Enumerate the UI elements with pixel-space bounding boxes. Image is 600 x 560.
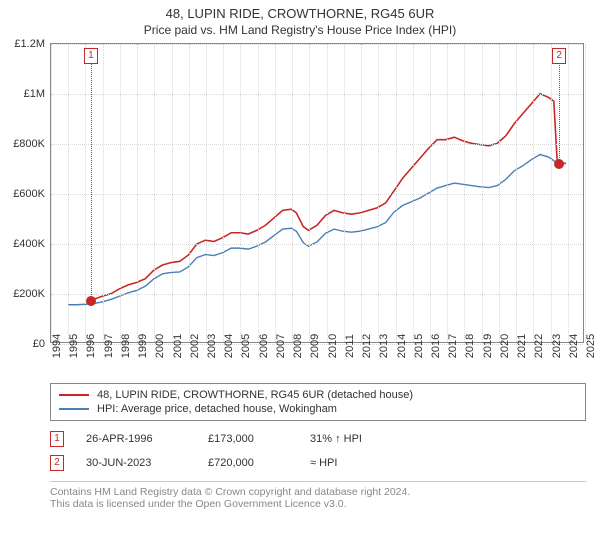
chart-lines — [51, 44, 583, 342]
x-axis-label: 1995 — [68, 334, 80, 358]
x-axis-label: 2004 — [223, 334, 235, 358]
tx-marker: 1 — [50, 431, 64, 447]
x-axis-label: 1996 — [85, 334, 97, 358]
x-axis-label: 2001 — [172, 334, 184, 358]
price-chart: £0£200K£400K£600K£800K£1M£1.2M1994199519… — [50, 43, 584, 343]
y-axis-label: £1M — [24, 88, 45, 100]
tx-marker: 2 — [50, 455, 64, 471]
x-axis-label: 2009 — [309, 334, 321, 358]
legend-label: HPI: Average price, detached house, Woki… — [97, 403, 337, 415]
transactions-table: 1 26-APR-1996 £173,000 31% ↑ HPI 2 30-JUN-202… — [50, 427, 586, 475]
x-axis-label: 2010 — [327, 334, 339, 358]
tx-pct: 31% ↑ HPI — [310, 433, 410, 445]
x-axis-label: 2000 — [154, 334, 166, 358]
x-axis-label: 2011 — [344, 334, 356, 358]
x-axis-label: 2006 — [258, 334, 270, 358]
x-axis-label: 2018 — [464, 334, 476, 358]
y-axis-label: £1.2M — [14, 38, 45, 50]
y-axis-label: £800K — [13, 138, 45, 150]
x-axis-label: 2021 — [516, 334, 528, 358]
tx-price: £720,000 — [208, 457, 288, 469]
x-axis-label: 2016 — [430, 334, 442, 358]
x-axis-label: 2008 — [292, 334, 304, 358]
x-axis-label: 2007 — [275, 334, 287, 358]
tx-date: 26-APR-1996 — [86, 433, 186, 445]
x-axis-label: 1998 — [120, 334, 132, 358]
marker-2: 2 — [552, 48, 566, 64]
x-axis-label: 2024 — [568, 334, 580, 358]
x-axis-label: 2003 — [206, 334, 218, 358]
y-axis-label: £200K — [13, 288, 45, 300]
marker-1: 1 — [84, 48, 98, 64]
x-axis-label: 1994 — [51, 334, 63, 358]
x-axis-label: 2025 — [585, 334, 597, 358]
series-property — [91, 94, 566, 299]
x-axis-label: 2023 — [551, 334, 563, 358]
x-axis-label: 1999 — [137, 334, 149, 358]
transaction-row: 1 26-APR-1996 £173,000 31% ↑ HPI — [50, 427, 586, 451]
x-axis-label: 2002 — [189, 334, 201, 358]
page-subtitle: Price paid vs. HM Land Registry's House … — [0, 23, 600, 37]
x-axis-label: 2019 — [482, 334, 494, 358]
y-axis-label: £600K — [13, 188, 45, 200]
transaction-row: 2 30-JUN-2023 £720,000 ≈ HPI — [50, 451, 586, 475]
x-axis-label: 2013 — [378, 334, 390, 358]
legend-swatch — [59, 394, 89, 396]
legend: 48, LUPIN RIDE, CROWTHORNE, RG45 6UR (de… — [50, 383, 586, 421]
y-axis-label: £400K — [13, 238, 45, 250]
tx-pct: ≈ HPI — [310, 457, 410, 469]
legend-item: 48, LUPIN RIDE, CROWTHORNE, RG45 6UR (de… — [59, 388, 577, 402]
footer-line2: This data is licensed under the Open Gov… — [50, 498, 586, 510]
legend-swatch — [59, 408, 89, 410]
x-axis-label: 2017 — [447, 334, 459, 358]
tx-price: £173,000 — [208, 433, 288, 445]
x-axis-label: 2012 — [361, 334, 373, 358]
legend-label: 48, LUPIN RIDE, CROWTHORNE, RG45 6UR (de… — [97, 389, 413, 401]
y-axis-label: £0 — [33, 338, 45, 350]
legend-item: HPI: Average price, detached house, Woki… — [59, 402, 577, 416]
page-title: 48, LUPIN RIDE, CROWTHORNE, RG45 6UR — [0, 6, 600, 21]
footer-line1: Contains HM Land Registry data © Crown c… — [50, 486, 586, 498]
x-axis-label: 1997 — [103, 334, 115, 358]
x-axis-label: 2014 — [396, 334, 408, 358]
x-axis-label: 2022 — [533, 334, 545, 358]
series-hpi — [68, 155, 566, 305]
tx-date: 30-JUN-2023 — [86, 457, 186, 469]
x-axis-label: 2020 — [499, 334, 511, 358]
x-axis-label: 2015 — [413, 334, 425, 358]
x-axis-label: 2005 — [240, 334, 252, 358]
footer-attribution: Contains HM Land Registry data © Crown c… — [50, 481, 586, 510]
